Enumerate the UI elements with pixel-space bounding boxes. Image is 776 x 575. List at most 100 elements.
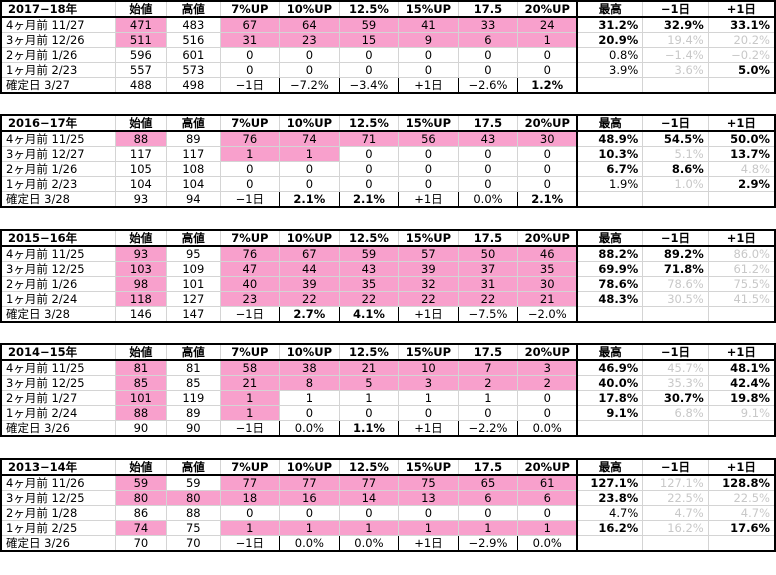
data-cell[interactable]: 0 <box>517 176 578 192</box>
data-cell[interactable]: 31 <box>219 32 281 48</box>
data-cell[interactable]: 0 <box>517 47 578 63</box>
data-cell[interactable] <box>642 77 709 94</box>
data-cell[interactable]: 0 <box>279 161 340 177</box>
column-header[interactable]: +1日 <box>707 0 776 18</box>
column-header[interactable]: −1日 <box>642 229 709 247</box>
data-cell[interactable]: 10 <box>398 359 459 376</box>
data-cell[interactable]: +1日 <box>398 420 459 437</box>
data-cell[interactable]: 601 <box>166 47 221 63</box>
data-cell[interactable]: 81 <box>114 359 168 376</box>
data-cell[interactable]: 61 <box>517 474 578 491</box>
data-cell[interactable]: 98 <box>114 276 168 292</box>
data-cell[interactable]: 67 <box>219 16 281 33</box>
data-cell[interactable]: 9.1% <box>576 405 644 421</box>
data-cell[interactable]: 1 <box>279 520 340 536</box>
data-cell[interactable]: 33 <box>457 16 519 33</box>
data-cell[interactable]: 46.9% <box>576 359 644 376</box>
year-label[interactable]: 2016−17年 <box>0 114 116 132</box>
data-cell[interactable]: 89 <box>166 405 221 421</box>
data-cell[interactable]: 1 <box>338 520 400 536</box>
data-cell[interactable]: 105 <box>114 161 168 177</box>
data-cell[interactable]: 40 <box>219 276 281 292</box>
data-cell[interactable]: −0.2% <box>707 47 776 63</box>
data-cell[interactable]: 0 <box>457 146 519 162</box>
data-cell[interactable]: 0 <box>338 176 400 192</box>
data-cell[interactable]: 6 <box>457 32 519 48</box>
data-cell[interactable]: +1日 <box>398 306 459 323</box>
column-header[interactable]: 15%UP <box>398 114 459 132</box>
data-cell[interactable]: 0 <box>279 405 340 421</box>
data-cell[interactable]: 70 <box>114 535 168 552</box>
data-cell[interactable]: 3.6% <box>642 62 709 78</box>
row-label[interactable]: 3ヶ月前 12/25 <box>0 261 116 277</box>
data-cell[interactable]: −2.9% <box>457 535 519 552</box>
column-header[interactable]: +1日 <box>707 114 776 132</box>
data-cell[interactable]: 10.3% <box>576 146 644 162</box>
data-cell[interactable]: 24 <box>517 16 578 33</box>
data-cell[interactable]: 86 <box>114 505 168 521</box>
data-cell[interactable]: 0 <box>517 390 578 406</box>
data-cell[interactable]: 511 <box>114 32 168 48</box>
column-header[interactable]: 20%UP <box>517 458 578 476</box>
data-cell[interactable]: 0 <box>457 161 519 177</box>
data-cell[interactable]: 76 <box>219 245 281 262</box>
data-cell[interactable]: 75 <box>166 520 221 536</box>
row-label[interactable]: 4ヶ月前 11/26 <box>0 474 116 491</box>
data-cell[interactable]: 20.9% <box>576 32 644 48</box>
column-header[interactable]: 17.5 <box>457 458 519 476</box>
data-cell[interactable]: 38 <box>279 359 340 376</box>
data-cell[interactable] <box>576 77 644 94</box>
data-cell[interactable]: 0 <box>457 176 519 192</box>
data-cell[interactable]: 48.9% <box>576 130 644 147</box>
data-cell[interactable]: 0 <box>219 161 281 177</box>
data-cell[interactable]: 0 <box>398 62 459 78</box>
data-cell[interactable] <box>707 191 776 208</box>
data-cell[interactable]: 0 <box>398 405 459 421</box>
data-cell[interactable]: +1日 <box>398 77 459 94</box>
data-cell[interactable]: 1 <box>398 520 459 536</box>
data-cell[interactable]: 1 <box>219 146 281 162</box>
data-cell[interactable]: 64 <box>279 16 340 33</box>
data-cell[interactable]: 488 <box>114 77 168 94</box>
data-cell[interactable]: 127 <box>166 291 221 307</box>
data-cell[interactable]: 13.7% <box>707 146 776 162</box>
data-cell[interactable]: 498 <box>166 77 221 94</box>
data-cell[interactable]: 80 <box>114 490 168 506</box>
data-cell[interactable]: 3 <box>517 359 578 376</box>
column-header[interactable]: 20%UP <box>517 114 578 132</box>
data-cell[interactable]: 6 <box>457 490 519 506</box>
data-cell[interactable]: 104 <box>166 176 221 192</box>
data-cell[interactable]: 0 <box>398 176 459 192</box>
data-cell[interactable]: 41 <box>398 16 459 33</box>
data-cell[interactable]: 1 <box>219 520 281 536</box>
column-header[interactable]: 15%UP <box>398 458 459 476</box>
data-cell[interactable]: 57 <box>398 245 459 262</box>
data-cell[interactable]: 59 <box>338 245 400 262</box>
data-cell[interactable]: 146 <box>114 306 168 323</box>
data-cell[interactable]: 0 <box>338 405 400 421</box>
data-cell[interactable]: 0.0% <box>338 535 400 552</box>
column-header[interactable]: +1日 <box>707 229 776 247</box>
row-label[interactable]: 1ヶ月前 2/25 <box>0 520 116 536</box>
data-cell[interactable]: 39 <box>279 276 340 292</box>
data-cell[interactable]: 48.3% <box>576 291 644 307</box>
data-cell[interactable]: 101 <box>166 276 221 292</box>
data-cell[interactable]: 17.6% <box>707 520 776 536</box>
column-header[interactable]: 12.5% <box>338 0 400 18</box>
data-cell[interactable]: 14 <box>338 490 400 506</box>
data-cell[interactable]: 0 <box>457 405 519 421</box>
column-header[interactable]: −1日 <box>642 343 709 361</box>
data-cell[interactable]: −7.5% <box>457 306 519 323</box>
column-header[interactable]: 10%UP <box>279 114 340 132</box>
data-cell[interactable]: −1日 <box>219 420 281 437</box>
data-cell[interactable]: −2.6% <box>457 77 519 94</box>
data-cell[interactable] <box>707 535 776 552</box>
data-cell[interactable]: 45.7% <box>642 359 709 376</box>
data-cell[interactable]: 77 <box>219 474 281 491</box>
data-cell[interactable]: 0 <box>279 176 340 192</box>
data-cell[interactable]: 74 <box>114 520 168 536</box>
data-cell[interactable]: 0.0% <box>279 420 340 437</box>
data-cell[interactable]: 88 <box>166 505 221 521</box>
row-label[interactable]: 確定日 3/28 <box>0 306 116 323</box>
data-cell[interactable]: 93 <box>114 191 168 208</box>
